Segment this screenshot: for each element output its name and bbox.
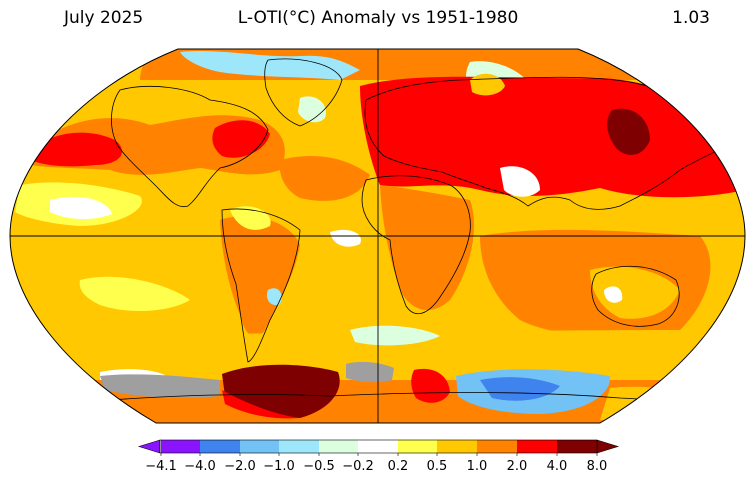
missing-data-region-west bbox=[100, 374, 220, 398]
colorbar-segment bbox=[477, 440, 517, 453]
colorbar-segment bbox=[200, 440, 240, 453]
australia-mild-region bbox=[590, 266, 680, 319]
west-antarctica-hot-edge bbox=[222, 390, 300, 419]
missing-data-region-center bbox=[346, 361, 394, 383]
colorbar-tick-label: −1.0 bbox=[263, 459, 295, 474]
colorbar-tick-label: 4.0 bbox=[547, 459, 568, 474]
colorbar-segment bbox=[161, 440, 200, 453]
east-antarctica-mild bbox=[600, 386, 720, 420]
north-atlantic-warm-region bbox=[279, 155, 370, 201]
greenland-outline bbox=[264, 58, 343, 127]
colorbar-tick-label: −4.1 bbox=[145, 459, 177, 474]
coastlines bbox=[59, 58, 741, 411]
colorbar-segment bbox=[358, 440, 398, 453]
arctic-cool-region bbox=[180, 51, 360, 80]
india-neutral-patch bbox=[500, 166, 540, 197]
colorbar-tick-label: −0.5 bbox=[303, 459, 335, 474]
colorbar: −4.1 −4.0 −2.0 −1.0 −0.5 −0.2 0.2 0.5 1.0 2.0 4.0 8… bbox=[137, 439, 620, 474]
africa-outline bbox=[361, 175, 471, 314]
amazon-slight-warm bbox=[230, 206, 271, 230]
colorbar-segment bbox=[240, 440, 279, 453]
colorbar-left-arrow bbox=[137, 439, 161, 454]
south-pacific-slight-warm bbox=[79, 276, 190, 312]
colorbar-segment bbox=[398, 440, 437, 453]
western-australia-neutral bbox=[604, 286, 623, 303]
australia-outline bbox=[591, 265, 680, 327]
colorbar-tick-label: 0.5 bbox=[427, 459, 448, 474]
globe-border bbox=[9, 48, 746, 424]
colorbar-segment bbox=[557, 440, 597, 453]
north-pacific-hot-region bbox=[30, 132, 123, 167]
eastern-canada-hot-region bbox=[212, 120, 270, 158]
south-america-warm-region bbox=[220, 216, 300, 338]
colorbar-segment bbox=[319, 440, 358, 453]
map-title: L-OTI(°C) Anomaly vs 1951-1980 bbox=[237, 8, 519, 28]
south-america-cool-patch bbox=[266, 288, 282, 306]
north-america-outline bbox=[111, 85, 269, 208]
antarctic-peninsula-hot bbox=[411, 368, 450, 403]
colorbar-tick-label: 0.2 bbox=[388, 459, 409, 474]
date-label: July 2025 bbox=[64, 8, 144, 28]
global-mean-value: 1.03 bbox=[672, 8, 710, 28]
greenland-cool-patch bbox=[298, 96, 326, 123]
colorbar-tick-label: −0.2 bbox=[342, 459, 374, 474]
colorbar-tick-label: −4.0 bbox=[184, 459, 216, 474]
pacific-neutral-core bbox=[50, 196, 112, 220]
colorbar-border bbox=[159, 439, 598, 454]
colorbar-segment bbox=[279, 440, 319, 453]
colorbar-tick-label: 1.0 bbox=[467, 459, 488, 474]
colorbar-tick-label: −2.0 bbox=[224, 459, 256, 474]
eurasia-hot-region bbox=[360, 76, 745, 198]
colorbar-segment bbox=[437, 440, 477, 453]
colorbar-segment bbox=[517, 440, 557, 453]
south-atlantic-cool-patch bbox=[350, 325, 440, 346]
south-america-outline bbox=[221, 208, 301, 363]
gulf-of-guinea-neutral bbox=[330, 229, 361, 247]
colorbar-right-arrow bbox=[596, 439, 620, 454]
africa-warm-region bbox=[380, 185, 474, 311]
east-asia-extreme-patch bbox=[607, 108, 650, 155]
anomaly-field bbox=[10, 49, 745, 423]
colorbar-tick-label: 2.0 bbox=[507, 459, 528, 474]
colorbar-tick-label: 8.0 bbox=[587, 459, 608, 474]
east-antarctica-cold-core bbox=[480, 377, 560, 401]
eurasia-outline bbox=[364, 76, 741, 210]
